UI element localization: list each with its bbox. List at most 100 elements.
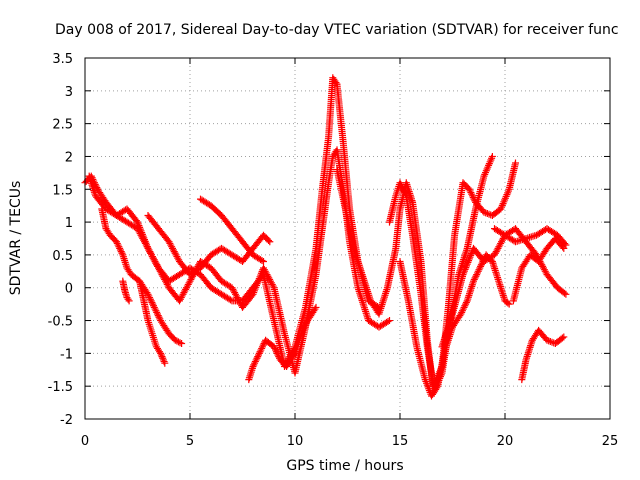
data-point: [300, 323, 308, 331]
data-point: [272, 348, 280, 356]
data-point: [312, 303, 320, 311]
data-point: [174, 338, 182, 346]
data-point: [117, 248, 125, 256]
x-tick-label: 15: [392, 434, 409, 449]
data-point: [480, 208, 488, 216]
data-point: [297, 330, 305, 338]
data-point: [471, 274, 479, 282]
data-point: [116, 246, 124, 254]
data-point: [472, 272, 480, 280]
data-point: [469, 193, 477, 201]
data-point: [397, 180, 405, 188]
data-point: [398, 182, 406, 190]
data-point: [158, 353, 166, 361]
data-point: [476, 264, 484, 272]
data-point: [148, 298, 156, 306]
y-tick-label: 2.5: [52, 118, 73, 133]
data-point: [253, 354, 261, 362]
data-point: [149, 300, 157, 308]
data-point: [146, 295, 154, 303]
data-point: [157, 349, 165, 357]
x-tick-label: 25: [602, 434, 619, 449]
data-point: [458, 308, 466, 316]
data-point: [458, 307, 466, 315]
x-tick-label: 5: [186, 434, 194, 449]
y-tick-label: 3.5: [52, 52, 73, 67]
data-point: [470, 195, 478, 203]
plot-frame: [84, 57, 611, 420]
data-point: [159, 356, 167, 364]
data-point: [275, 353, 283, 361]
series-arc-h: [245, 303, 320, 384]
data-point: [118, 249, 126, 257]
data-point: [504, 299, 512, 307]
data-point: [473, 271, 481, 279]
data-point: [545, 337, 553, 345]
y-tick-label: -0.5: [48, 315, 73, 330]
data-point: [154, 312, 162, 320]
data-point: [475, 266, 483, 274]
data-point: [470, 276, 478, 284]
series-arc-o: [518, 326, 568, 384]
data-point: [249, 362, 257, 370]
data-point: [400, 187, 408, 195]
data-point: [299, 326, 307, 334]
data-point: [466, 187, 474, 195]
data-point: [488, 152, 496, 160]
data-point: [252, 356, 260, 364]
series-arc-g: [197, 195, 267, 265]
x-tick-label: 0: [81, 434, 89, 449]
data-point: [482, 209, 490, 217]
data-point: [251, 359, 259, 367]
data-point: [457, 310, 465, 318]
data-point: [562, 290, 570, 298]
data-point: [254, 353, 262, 361]
x-axis-label: GPS time / hours: [286, 458, 403, 474]
data-point: [467, 189, 475, 197]
x-axis-ticks: 0 5 10 15 20 25: [81, 58, 618, 449]
data-point: [125, 297, 133, 305]
data-point: [113, 238, 120, 246]
data-point: [462, 300, 470, 308]
y-tick-label: -1: [60, 347, 73, 362]
series-arc-d: [136, 277, 169, 367]
data-point: [465, 185, 473, 193]
y-tick-label: 0: [65, 282, 73, 297]
data-point: [474, 267, 482, 275]
data-point: [173, 337, 181, 345]
data-point: [272, 346, 280, 354]
chart-title: Day 008 of 2017, Sidereal Day-to-day VTE…: [55, 22, 619, 38]
data-point: [459, 305, 467, 313]
data-point: [561, 289, 568, 297]
data-point: [160, 358, 168, 366]
data-point: [159, 354, 167, 362]
series-arc-e: [119, 277, 133, 305]
data-point: [251, 358, 259, 366]
data-point: [461, 302, 469, 310]
data-point: [266, 238, 274, 246]
data-point: [401, 189, 409, 197]
data-point: [470, 277, 477, 285]
y-tick-label: 3: [65, 85, 73, 100]
data-points: [81, 74, 570, 400]
data-point: [396, 179, 404, 187]
x-tick-label: 10: [287, 434, 304, 449]
data-point: [152, 307, 160, 315]
data-point: [505, 300, 513, 308]
data-point: [311, 305, 319, 313]
data-point: [269, 282, 277, 290]
data-point: [151, 305, 159, 313]
data-point: [462, 298, 470, 306]
data-point: [302, 320, 310, 328]
data-point: [290, 351, 298, 359]
data-point: [150, 303, 158, 311]
data-point: [145, 292, 153, 300]
data-point: [384, 317, 392, 325]
data-point: [255, 349, 263, 357]
data-point: [332, 79, 340, 87]
data-point: [255, 351, 263, 359]
data-point: [113, 239, 121, 247]
data-point: [124, 295, 132, 303]
data-point: [161, 359, 169, 367]
data-point: [546, 338, 554, 346]
